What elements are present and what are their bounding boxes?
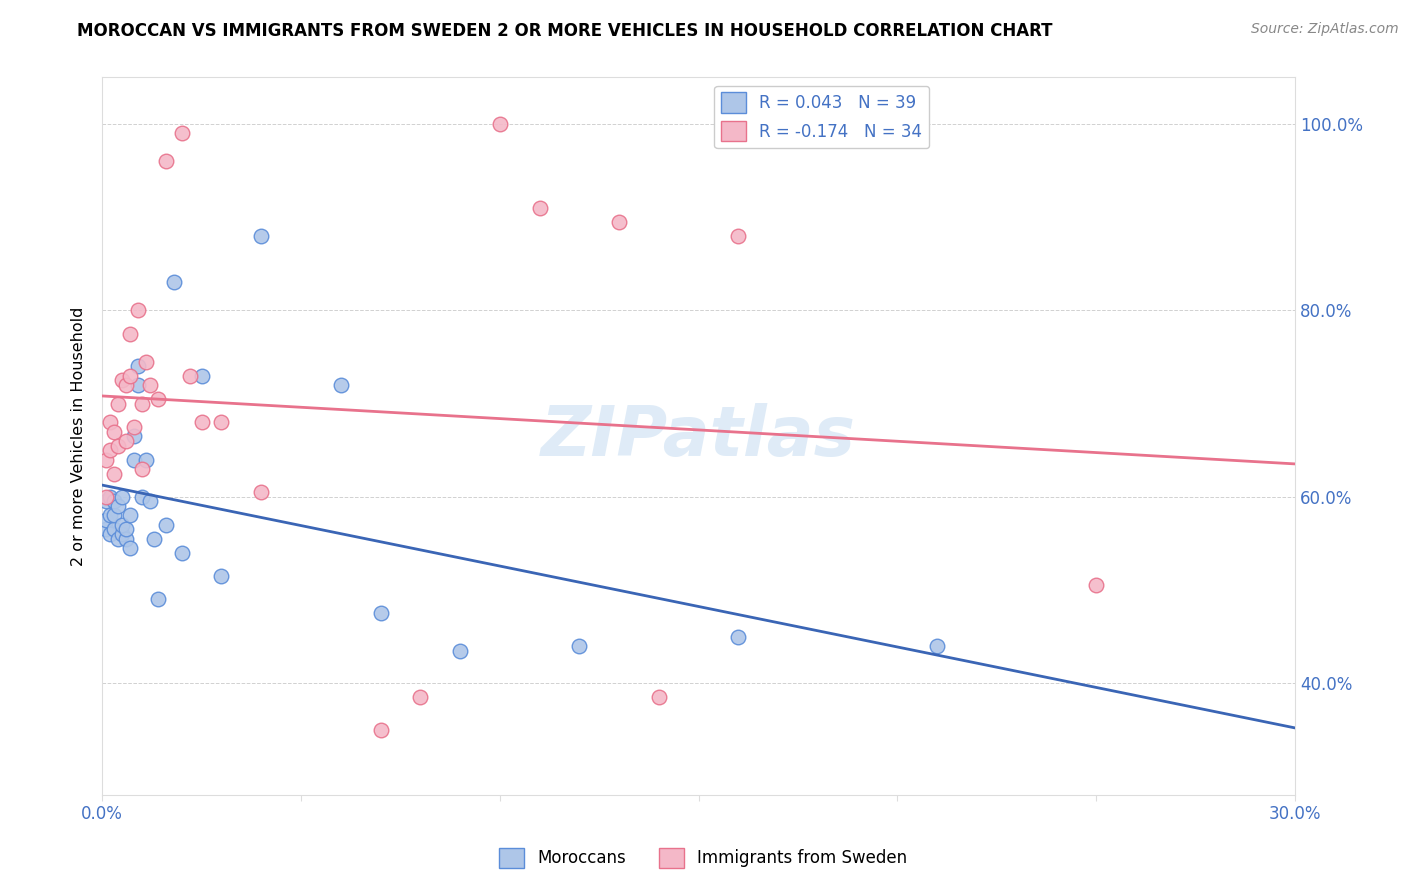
Point: [98, 415, 121, 429]
Point: [103, 508, 125, 523]
Point: [449, 643, 471, 657]
Point: [211, 415, 233, 429]
Point: [146, 592, 169, 607]
Point: [127, 359, 149, 374]
Point: [96, 513, 118, 527]
Point: [529, 201, 551, 215]
Text: ZIPatlas: ZIPatlas: [541, 403, 856, 470]
Point: [111, 527, 134, 541]
Point: [96, 452, 118, 467]
Point: [568, 639, 591, 653]
Y-axis label: 2 or more Vehicles in Household: 2 or more Vehicles in Household: [72, 307, 86, 566]
Point: [118, 508, 141, 523]
Point: [107, 499, 129, 513]
Point: [135, 354, 157, 368]
Point: [146, 392, 169, 406]
Point: [107, 397, 129, 411]
Point: [103, 467, 125, 481]
Point: [131, 490, 153, 504]
Point: [607, 215, 630, 229]
Point: [122, 429, 145, 443]
Point: [98, 490, 121, 504]
Point: [139, 378, 162, 392]
Point: [98, 527, 121, 541]
Point: [103, 523, 125, 537]
Point: [250, 485, 273, 500]
Point: [139, 494, 162, 508]
Point: [409, 690, 432, 705]
Point: [727, 228, 749, 243]
Point: [155, 517, 177, 532]
Point: [190, 415, 212, 429]
Point: [142, 532, 165, 546]
Point: [98, 508, 121, 523]
Text: Source: ZipAtlas.com: Source: ZipAtlas.com: [1251, 22, 1399, 37]
Text: MOROCCAN VS IMMIGRANTS FROM SWEDEN 2 OR MORE VEHICLES IN HOUSEHOLD CORRELATION C: MOROCCAN VS IMMIGRANTS FROM SWEDEN 2 OR …: [77, 22, 1053, 40]
Point: [103, 494, 125, 508]
Point: [111, 373, 134, 387]
Point: [111, 490, 134, 504]
Point: [96, 490, 118, 504]
Legend: Moroccans, Immigrants from Sweden: Moroccans, Immigrants from Sweden: [492, 841, 914, 875]
Point: [190, 368, 212, 383]
Point: [98, 443, 121, 458]
Point: [1085, 578, 1108, 592]
Point: [250, 228, 273, 243]
Point: [115, 523, 138, 537]
Point: [488, 117, 510, 131]
Point: [131, 397, 153, 411]
Point: [155, 154, 177, 169]
Point: [127, 303, 149, 318]
Point: [170, 127, 193, 141]
Point: [727, 630, 749, 644]
Point: [115, 434, 138, 448]
Point: [111, 517, 134, 532]
Point: [115, 532, 138, 546]
Point: [329, 378, 352, 392]
Point: [118, 541, 141, 555]
Point: [118, 326, 141, 341]
Point: [131, 462, 153, 476]
Point: [370, 607, 392, 621]
Point: [122, 452, 145, 467]
Point: [163, 276, 186, 290]
Point: [135, 452, 157, 467]
Point: [107, 532, 129, 546]
Point: [96, 523, 118, 537]
Point: [127, 378, 149, 392]
Point: [179, 368, 201, 383]
Point: [927, 639, 949, 653]
Point: [103, 425, 125, 439]
Legend: R = 0.043   N = 39, R = -0.174   N = 34: R = 0.043 N = 39, R = -0.174 N = 34: [714, 86, 929, 148]
Point: [107, 439, 129, 453]
Point: [118, 368, 141, 383]
Point: [211, 569, 233, 583]
Point: [370, 723, 392, 737]
Point: [96, 494, 118, 508]
Point: [170, 546, 193, 560]
Point: [648, 690, 671, 705]
Point: [122, 420, 145, 434]
Point: [115, 378, 138, 392]
